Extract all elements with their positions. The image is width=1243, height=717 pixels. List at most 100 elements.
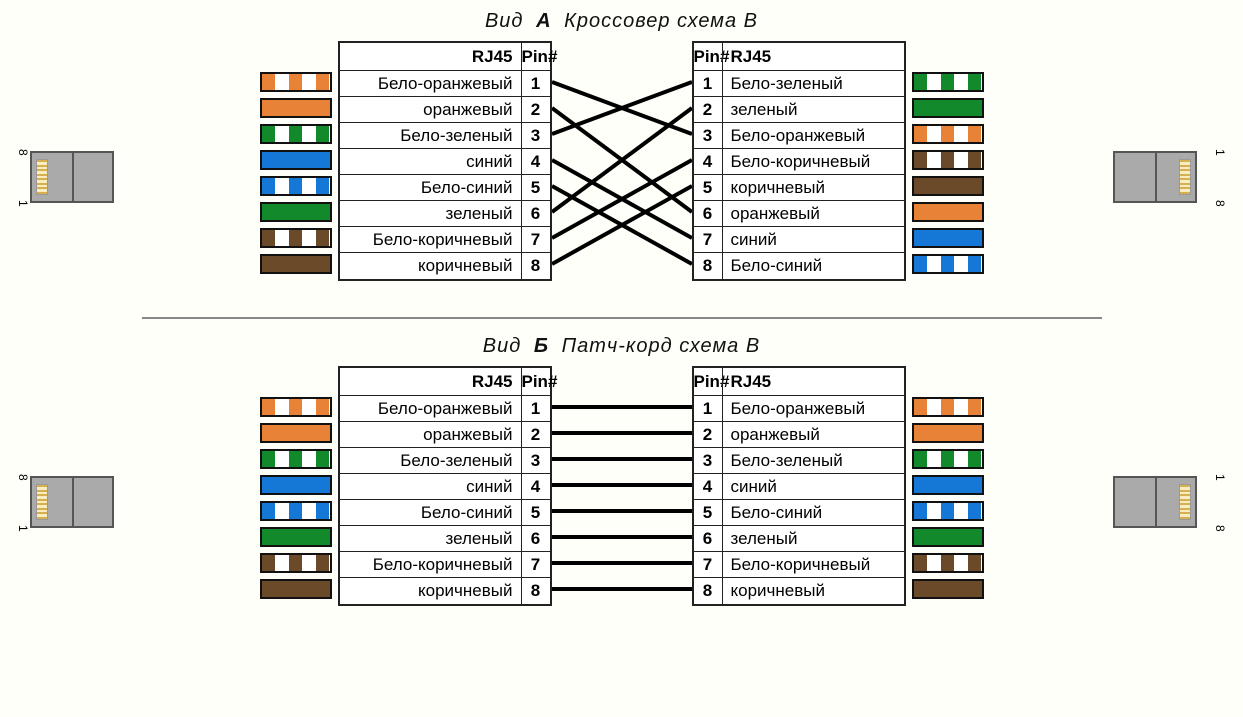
diagram-title: Вид A Кроссовер схема B — [0, 10, 1243, 33]
pin-number: 1 — [522, 74, 550, 94]
pin-number: 7 — [694, 555, 722, 575]
pin-row: Бело-зеленый1 — [694, 71, 904, 97]
wire-color-label: Бело-оранжевый — [722, 396, 904, 421]
connection-lines — [552, 394, 692, 602]
pin-row: зеленый6 — [694, 526, 904, 552]
pin-row: Бело-синий5 — [340, 175, 550, 201]
wire-color-label: Бело-синий — [340, 175, 522, 200]
pin-row: синий4 — [340, 474, 550, 500]
right-swatch-column — [912, 394, 984, 602]
left-swatch-column — [260, 394, 332, 602]
header-rj45-label: RJ45 — [722, 43, 904, 70]
color-swatch — [912, 527, 984, 547]
header-rj45-label: RJ45 — [340, 43, 522, 70]
pin-row: Бело-зеленый3 — [340, 448, 550, 474]
wire-color-label: синий — [722, 227, 904, 252]
pin-number: 6 — [522, 204, 550, 224]
pin-number: 6 — [694, 529, 722, 549]
pin-number: 3 — [694, 451, 722, 471]
title-rest: Патч-корд схема B — [562, 335, 761, 357]
wire-color-label: оранжевый — [722, 201, 904, 226]
wire-color-label: Бело-зеленый — [340, 448, 522, 473]
pin-number: 7 — [522, 230, 550, 250]
color-swatch — [912, 98, 984, 118]
color-swatch — [912, 176, 984, 196]
wire-color-label: Бело-зеленый — [340, 123, 522, 148]
pin-number: 5 — [694, 178, 722, 198]
color-swatch — [260, 176, 332, 196]
header-rj45-label: RJ45 — [340, 368, 522, 395]
color-swatch — [260, 202, 332, 222]
color-swatch — [912, 501, 984, 521]
title-prefix: Вид — [485, 10, 524, 32]
pin-row: Бело-коричневый4 — [694, 149, 904, 175]
color-swatch — [260, 553, 332, 573]
connection-lines — [552, 69, 692, 277]
wire-color-label: Бело-синий — [722, 500, 904, 525]
pin-number: 3 — [522, 451, 550, 471]
pin-row: Бело-оранжевый3 — [694, 123, 904, 149]
wire-color-label: Бело-коричневый — [340, 552, 522, 577]
wire-color-label: Бело-коричневый — [722, 552, 904, 577]
color-swatch — [260, 397, 332, 417]
color-swatch — [260, 98, 332, 118]
pin-row: оранжевый2 — [340, 97, 550, 123]
pin-row: коричневый8 — [694, 578, 904, 604]
color-swatch — [260, 475, 332, 495]
color-swatch — [912, 397, 984, 417]
pin-row: коричневый8 — [340, 578, 550, 604]
pin-number: 8 — [522, 581, 550, 601]
pin-row: Бело-синий5 — [340, 500, 550, 526]
color-swatch — [260, 150, 332, 170]
pin-number: 8 — [694, 581, 722, 601]
header-pin-label: Pin# — [522, 372, 550, 392]
rj45-connector-icon: 81 — [30, 151, 130, 205]
pin-row: оранжевый2 — [340, 422, 550, 448]
color-swatch — [912, 579, 984, 599]
pin-row: Бело-зеленый3 — [340, 123, 550, 149]
title-letter: Б — [534, 335, 549, 357]
wire-color-label: Бело-коричневый — [722, 149, 904, 174]
pin-number: 1 — [694, 74, 722, 94]
color-swatch — [912, 202, 984, 222]
color-swatch — [912, 475, 984, 495]
connector-pin-label-top: 8 — [16, 149, 30, 156]
wire-color-label: оранжевый — [340, 422, 522, 447]
pin-number: 4 — [694, 152, 722, 172]
color-swatch — [912, 254, 984, 274]
pin-number: 6 — [694, 204, 722, 224]
wire-color-label: Бело-оранжевый — [722, 123, 904, 148]
left-swatch-column — [260, 69, 332, 277]
wire-color-label: синий — [340, 474, 522, 499]
pin-number: 3 — [522, 126, 550, 146]
color-swatch — [912, 228, 984, 248]
wire-color-label: Бело-оранжевый — [340, 396, 522, 421]
color-swatch — [260, 527, 332, 547]
pin-number: 6 — [522, 529, 550, 549]
connector-pin-label-top: 1 — [1213, 474, 1227, 481]
pin-row: коричневый5 — [694, 175, 904, 201]
left-pinout-table: RJ45Pin#Бело-оранжевый1оранжевый2Бело-зе… — [338, 366, 552, 606]
pin-row: Бело-синий5 — [694, 500, 904, 526]
pin-number: 8 — [694, 256, 722, 276]
wire-color-label: коричневый — [722, 578, 904, 604]
color-swatch — [260, 72, 332, 92]
pin-number: 2 — [694, 425, 722, 445]
rj45-connector-icon: 18 — [1113, 151, 1213, 205]
color-swatch — [912, 553, 984, 573]
header-rj45-label: RJ45 — [722, 368, 904, 395]
color-swatch — [260, 254, 332, 274]
title-letter: A — [536, 10, 551, 32]
diagram-title: Вид Б Патч-корд схема B — [0, 335, 1243, 358]
pin-row: Бело-коричневый7 — [340, 227, 550, 253]
pin-row: синий4 — [340, 149, 550, 175]
title-prefix: Вид — [483, 335, 522, 357]
wiring-diagram: Вид Б Патч-корд схема BRJ45Pin#Бело-оран… — [0, 325, 1243, 630]
rj45-connector-icon: 18 — [1113, 476, 1213, 530]
wire-color-label: зеленый — [722, 97, 904, 122]
connector-pin-label-top: 8 — [16, 474, 30, 481]
pin-number: 5 — [522, 503, 550, 523]
wire-color-label: Бело-синий — [722, 253, 904, 279]
pin-row: Бело-оранжевый1 — [694, 396, 904, 422]
pin-number: 2 — [694, 100, 722, 120]
